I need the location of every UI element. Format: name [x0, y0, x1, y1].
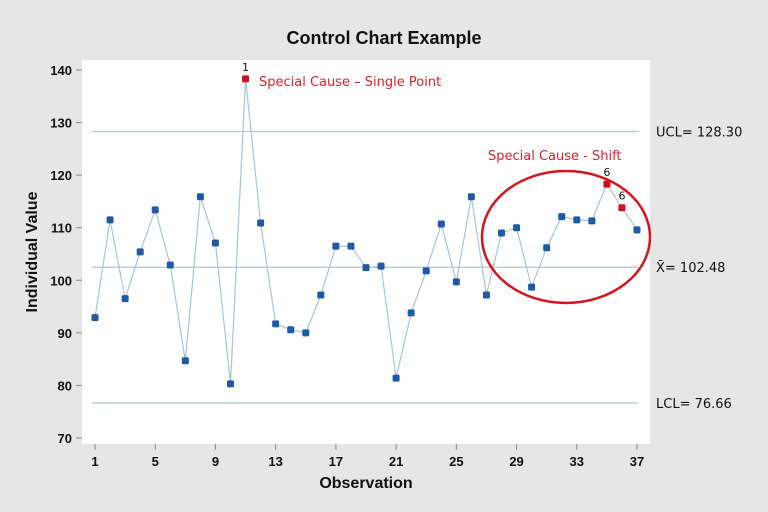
x-tick-label: 13 — [268, 454, 282, 469]
data-point — [181, 357, 189, 365]
x-tick-label: 1 — [91, 454, 98, 469]
x-tick-label: 21 — [389, 454, 403, 469]
mean-label: X̄= 102.48 — [656, 261, 725, 276]
data-point — [633, 226, 641, 234]
data-point — [287, 326, 295, 334]
flag-label: 1 — [242, 61, 249, 74]
x-tick-label: 37 — [630, 454, 644, 469]
data-point — [422, 267, 430, 275]
x-tick-label: 5 — [152, 454, 159, 469]
data-point — [227, 380, 234, 388]
y-tick-label: 110 — [51, 221, 72, 236]
flagged-point — [618, 204, 626, 212]
x-axis-label: Observation — [319, 475, 412, 492]
lcl-label: LCL= 76.66 — [656, 397, 732, 412]
y-axis-label: Individual Value — [24, 191, 41, 312]
data-point — [332, 242, 340, 250]
data-point — [467, 193, 475, 201]
data-point — [558, 213, 566, 221]
data-point — [302, 329, 310, 337]
data-point — [588, 217, 596, 225]
data-point — [257, 219, 265, 227]
x-tick-label: 9 — [212, 454, 219, 469]
y-tick-label: 100 — [50, 273, 72, 288]
x-tick-label: 33 — [570, 454, 584, 469]
data-point — [437, 220, 445, 228]
data-point — [362, 264, 370, 272]
ucl-label: UCL= 128.30 — [656, 126, 742, 141]
data-point — [196, 193, 204, 201]
x-tick-label: 25 — [449, 454, 463, 469]
data-point — [211, 239, 219, 247]
annotation-single-point: Special Cause – Single Point — [259, 75, 441, 90]
data-point — [151, 206, 159, 214]
y-tick-label: 80 — [58, 378, 72, 393]
data-point — [452, 278, 460, 286]
plot-area — [82, 60, 650, 444]
data-point — [317, 291, 325, 299]
data-point — [528, 283, 536, 291]
data-point — [543, 244, 551, 252]
y-tick-label: 90 — [58, 326, 72, 341]
data-point — [91, 314, 99, 322]
x-tick-label: 17 — [329, 454, 343, 469]
data-point — [513, 224, 521, 232]
x-tick-label: 29 — [509, 454, 523, 469]
data-point — [106, 216, 114, 224]
y-tick-label: 120 — [50, 168, 72, 183]
data-point — [377, 262, 385, 270]
flagged-point — [603, 180, 611, 188]
data-point — [407, 309, 415, 317]
y-tick-label: 140 — [50, 63, 72, 78]
chart-title: Control Chart Example — [286, 28, 481, 48]
data-point — [121, 295, 129, 303]
data-point — [272, 320, 280, 328]
shift-circle — [480, 169, 652, 305]
flagged-point — [242, 75, 250, 83]
data-point — [482, 291, 490, 299]
data-point — [498, 229, 505, 237]
flag-label: 6 — [618, 190, 625, 203]
annotation-shift: Special Cause - Shift — [488, 149, 622, 164]
y-tick-label: 130 — [50, 116, 72, 131]
flag-label: 6 — [603, 166, 610, 179]
data-point — [392, 374, 400, 382]
data-point — [573, 216, 581, 224]
y-tick-label: 70 — [58, 431, 72, 446]
data-point — [166, 261, 174, 269]
data-point — [136, 248, 144, 256]
data-point — [347, 242, 355, 250]
